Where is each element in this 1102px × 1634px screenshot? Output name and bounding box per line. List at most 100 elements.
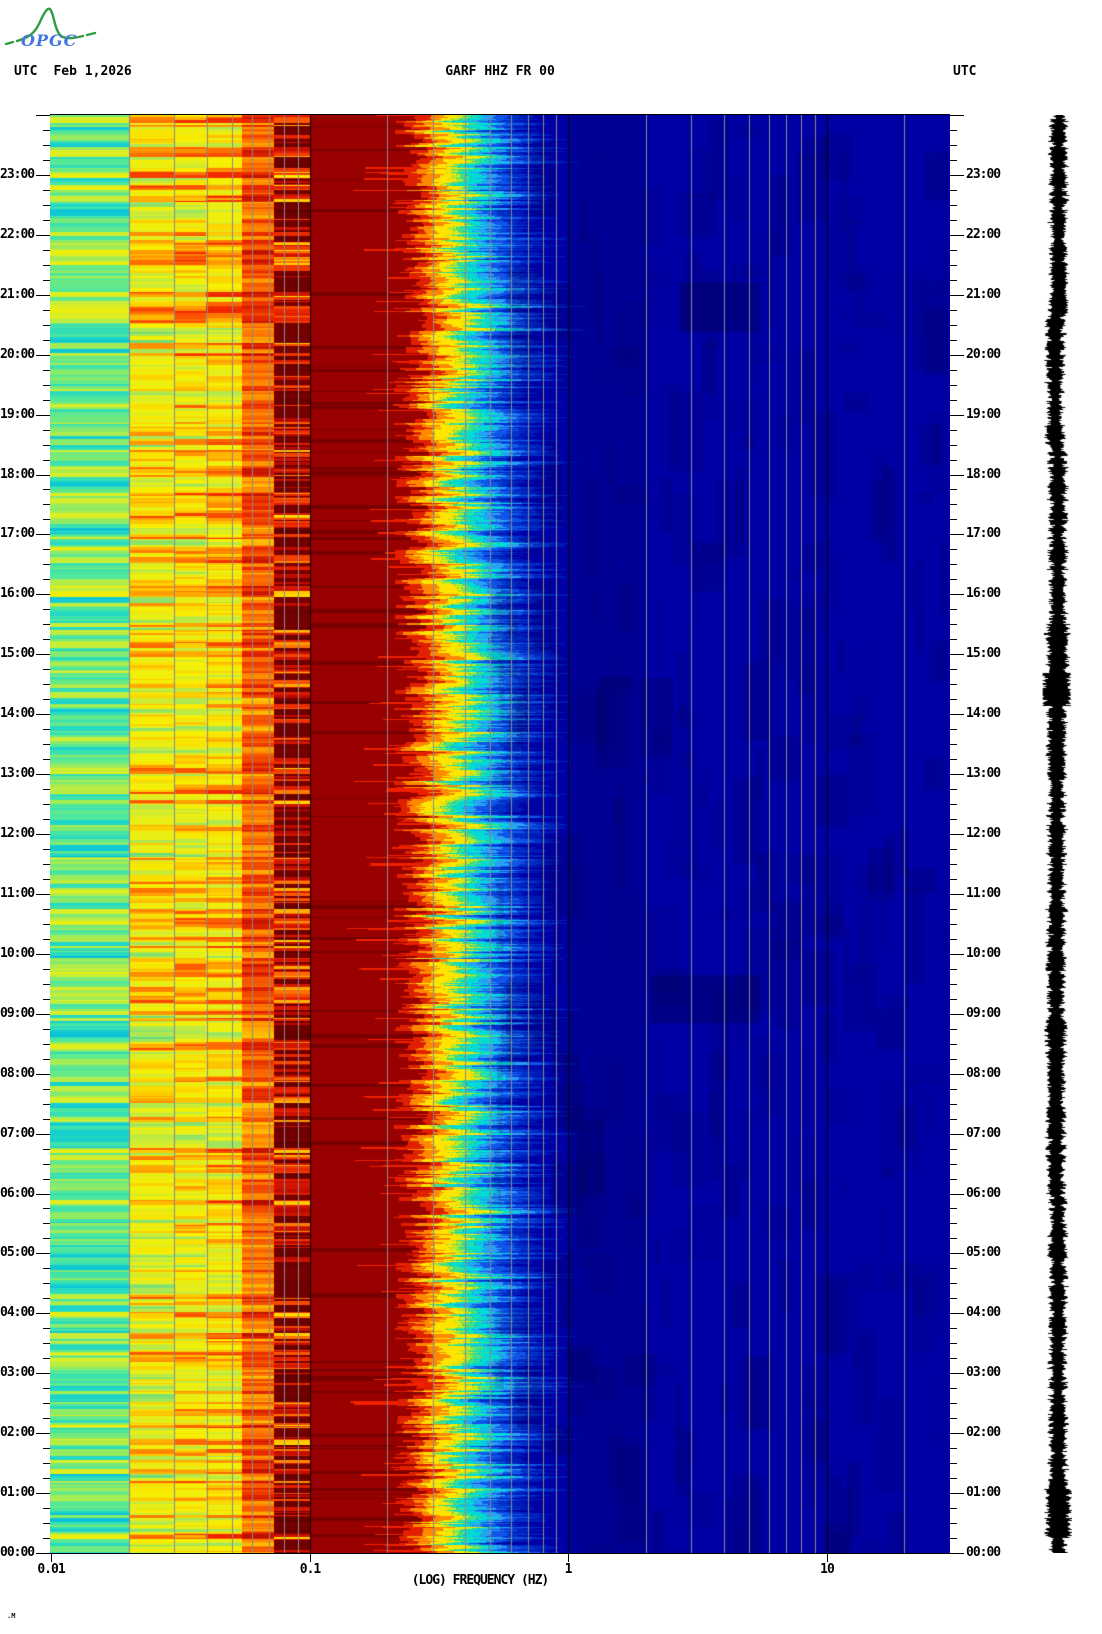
y-tick-left [43, 1478, 50, 1479]
y-tick-left [36, 295, 50, 296]
y-tick-right [950, 729, 957, 730]
y-tick-right [950, 519, 957, 520]
y-tick-left [43, 789, 50, 790]
y-tick-left [43, 564, 50, 565]
y-tick-left [43, 684, 50, 685]
y-tick-left [43, 864, 50, 865]
y-tick-left [43, 1403, 50, 1404]
y-tick-left [43, 250, 50, 251]
y-axis-hour-label-left: 01:00 [0, 1485, 35, 1500]
y-tick-left [43, 819, 50, 820]
y-tick-left [36, 834, 50, 835]
y-tick-right [950, 250, 957, 251]
y-tick-right [950, 1104, 957, 1105]
y-tick-left [43, 1238, 50, 1239]
x-axis-tick [568, 1553, 569, 1562]
y-tick-right [950, 1343, 957, 1344]
y-tick-left [43, 1388, 50, 1389]
y-axis-hour-label-left: 13:00 [0, 766, 35, 781]
y-tick-left [36, 355, 50, 356]
y-axis-hour-label-right: 23:00 [966, 167, 1001, 182]
y-tick-right [950, 295, 964, 296]
y-tick-left [36, 1014, 50, 1015]
y-tick-right [950, 1194, 964, 1195]
y-tick-right [950, 325, 957, 326]
y-tick-left [36, 1134, 50, 1135]
y-tick-right [950, 1089, 957, 1090]
y-axis-hour-label-left: 18:00 [0, 467, 35, 482]
y-tick-left [43, 205, 50, 206]
y-tick-right [950, 370, 957, 371]
x-axis-tick-label: 0.1 [299, 1562, 321, 1577]
plot-title: GARF HHZ FR 00 [445, 64, 555, 79]
y-axis-hour-label-right: 16:00 [966, 586, 1001, 601]
x-axis-line [50, 1553, 950, 1554]
y-axis-hour-label-right: 08:00 [966, 1066, 1001, 1081]
y-axis-hour-label-left: 10:00 [0, 946, 35, 961]
y-tick-left [43, 1104, 50, 1105]
y-tick-left [43, 325, 50, 326]
y-tick-right [950, 430, 957, 431]
y-axis-hour-label-left: 05:00 [0, 1245, 35, 1260]
y-tick-left [43, 460, 50, 461]
y-tick-left [43, 430, 50, 431]
y-tick-left [36, 1433, 50, 1434]
y-axis-hour-label-right: 02:00 [966, 1425, 1001, 1440]
y-tick-right [950, 849, 957, 850]
plot-top-border [50, 114, 950, 115]
y-tick-left [43, 310, 50, 311]
x-axis-title: (LOG) FREQUENCY (HZ) [411, 1573, 550, 1588]
y-tick-left [43, 1208, 50, 1209]
y-tick-left [43, 1523, 50, 1524]
y-tick-left [43, 1448, 50, 1449]
y-tick-left [36, 475, 50, 476]
y-axis-hour-label-left: 09:00 [0, 1006, 35, 1021]
y-axis-hour-label-right: 03:00 [966, 1365, 1001, 1380]
y-tick-right [950, 115, 964, 116]
y-tick-left [43, 145, 50, 146]
y-axis-hour-label-left: 22:00 [0, 227, 35, 242]
y-axis-hour-label-left: 04:00 [0, 1305, 35, 1320]
y-axis-hour-label-left: 19:00 [0, 407, 35, 422]
y-tick-right [950, 594, 964, 595]
y-tick-right [950, 699, 957, 700]
y-tick-right [950, 1328, 957, 1329]
y-axis-hour-label-right: 18:00 [966, 467, 1001, 482]
y-tick-right [950, 579, 957, 580]
y-tick-left [43, 1343, 50, 1344]
y-tick-right [950, 624, 957, 625]
y-tick-right [950, 534, 964, 535]
utc-right-label: UTC [953, 64, 977, 79]
y-tick-left [43, 924, 50, 925]
y-tick-right [950, 939, 957, 940]
y-tick-left [43, 280, 50, 281]
y-tick-left [43, 804, 50, 805]
y-tick-left [36, 534, 50, 535]
y-tick-right [950, 265, 957, 266]
y-tick-right [950, 1059, 957, 1060]
y-axis-hour-label-left: 06:00 [0, 1186, 35, 1201]
seismogram-trace [1042, 115, 1072, 1553]
y-tick-left [43, 1164, 50, 1165]
x-axis-tick-label: 1 [564, 1562, 573, 1577]
y-tick-right [950, 190, 957, 191]
y-axis-hour-label-right: 20:00 [966, 347, 1001, 362]
y-axis-hour-label-right: 21:00 [966, 287, 1001, 302]
y-tick-left [43, 1089, 50, 1090]
y-tick-left [36, 1373, 50, 1374]
y-tick-right [950, 1538, 957, 1539]
y-tick-left [43, 909, 50, 910]
y-tick-left [36, 175, 50, 176]
y-axis-hour-label-left: 03:00 [0, 1365, 35, 1380]
y-axis-hour-label-right: 04:00 [966, 1305, 1001, 1320]
y-tick-left [43, 849, 50, 850]
y-tick-right [950, 1523, 957, 1524]
y-axis-hour-label-right: 01:00 [966, 1485, 1001, 1500]
y-axis-hour-label-right: 07:00 [966, 1126, 1001, 1141]
y-axis-hour-label-right: 15:00 [966, 646, 1001, 661]
y-tick-left [43, 1059, 50, 1060]
y-tick-right [950, 1044, 957, 1045]
y-tick-right [950, 834, 964, 835]
y-axis-hour-label-right: 06:00 [966, 1186, 1001, 1201]
y-tick-right [950, 1433, 964, 1434]
